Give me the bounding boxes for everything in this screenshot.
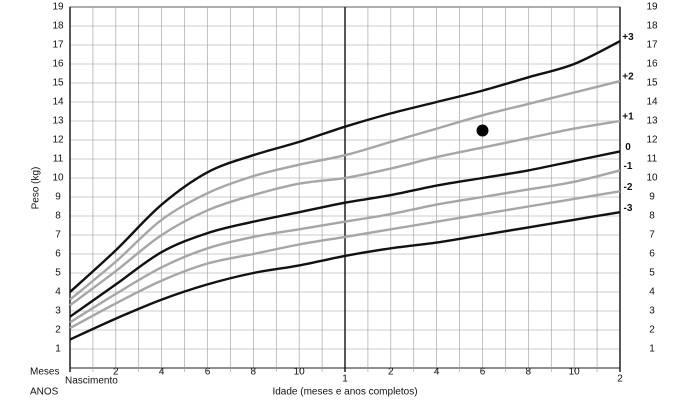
y-tick-label: 2 xyxy=(55,325,61,336)
series-label: +1 xyxy=(622,112,634,123)
x-tick-label: 2 xyxy=(388,367,394,378)
growth-curve xyxy=(69,40,621,293)
y-tick-label: 19 xyxy=(52,2,64,13)
x-tick-label: 10 xyxy=(569,367,581,378)
y2-tick-label: 12 xyxy=(646,135,658,146)
x-tick-label: 8 xyxy=(251,367,257,378)
series-label: -3 xyxy=(624,203,633,214)
y-tick-label: 12 xyxy=(52,135,64,146)
y-tick-label: 15 xyxy=(52,78,64,89)
y-tick-label: 9 xyxy=(55,192,61,203)
y-tick-label: 11 xyxy=(53,154,64,165)
x-tick-label: 4 xyxy=(434,367,440,378)
y-tick-label: 8 xyxy=(55,211,61,222)
growth-curve xyxy=(69,150,621,318)
x-tick-label: 2 xyxy=(113,367,119,378)
y2-tick-label: 5 xyxy=(649,268,655,279)
y2-tick-label: 11 xyxy=(647,154,658,165)
y-tick-label: 4 xyxy=(55,287,61,298)
x-unit-label: Meses xyxy=(30,367,59,378)
x-axis-label: Idade (meses e anos completos) xyxy=(272,387,417,398)
y-tick-label: 10 xyxy=(52,173,64,184)
series-label: +2 xyxy=(622,72,634,83)
series-label: 0 xyxy=(625,142,631,153)
y2-tick-label: 16 xyxy=(646,59,658,70)
x-year-label: ANOS xyxy=(30,387,59,398)
y2-tick-label: 6 xyxy=(649,249,655,260)
growth-curve xyxy=(69,79,621,301)
y2-tick-label: 13 xyxy=(646,116,658,127)
x-tick-label: Nascimento xyxy=(65,376,118,387)
y-tick-label: 7 xyxy=(55,230,61,241)
x-tick-label: 1 xyxy=(342,374,348,385)
y2-tick-label: 3 xyxy=(649,306,655,317)
growth-curve xyxy=(69,190,621,330)
y-tick-label: 13 xyxy=(52,116,64,127)
y-tick-label: 14 xyxy=(52,97,64,108)
y2-tick-label: 17 xyxy=(646,40,658,51)
y-tick-label: 16 xyxy=(52,59,64,70)
series-label: -2 xyxy=(624,182,633,193)
y2-tick-label: 1 xyxy=(649,344,655,355)
y2-tick-label: 15 xyxy=(646,78,658,89)
y-tick-label: 6 xyxy=(55,249,61,260)
y2-tick-label: 10 xyxy=(646,173,658,184)
growth-curve xyxy=(69,211,621,341)
x-tick-label: 2 xyxy=(617,374,623,385)
x-tick-label: 10 xyxy=(294,367,306,378)
y2-tick-label: 18 xyxy=(646,21,658,32)
y-tick-label: 3 xyxy=(55,306,61,317)
y2-tick-label: 8 xyxy=(649,211,655,222)
x-tick-label: 6 xyxy=(480,367,486,378)
growth-curve xyxy=(69,169,621,324)
y-tick-label: 5 xyxy=(55,268,61,279)
series-label: -1 xyxy=(624,161,633,172)
y2-tick-label: 9 xyxy=(649,192,655,203)
y-tick-label: 18 xyxy=(52,21,64,32)
y2-tick-label: 14 xyxy=(646,97,658,108)
x-tick-label: 6 xyxy=(205,367,211,378)
y-tick-label: 1 xyxy=(55,344,61,355)
measurement-point xyxy=(476,124,489,137)
x-tick-label: 8 xyxy=(526,367,532,378)
series-label: +3 xyxy=(622,32,634,43)
y2-tick-label: 2 xyxy=(649,325,655,336)
y-axis-label: Peso (kg) xyxy=(31,167,42,210)
y2-tick-label: 7 xyxy=(649,230,655,241)
growth-curve xyxy=(69,119,621,307)
y2-tick-label: 4 xyxy=(649,287,655,298)
y-tick-label: 17 xyxy=(52,40,64,51)
y2-tick-label: 19 xyxy=(646,2,658,13)
x-tick-label: 4 xyxy=(159,367,165,378)
